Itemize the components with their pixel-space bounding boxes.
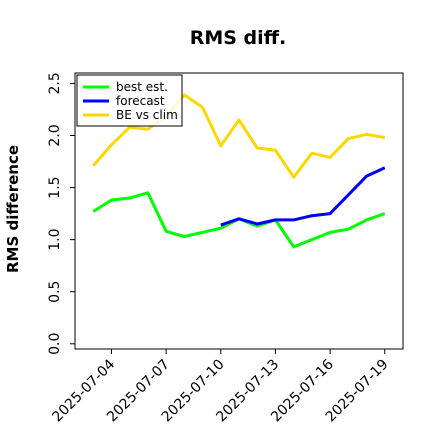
legend-label: best est. — [116, 80, 168, 94]
series-line-forecast — [220, 166, 386, 227]
x-axis: 2025-07-042025-07-072025-07-102025-07-13… — [49, 349, 392, 425]
y-axis: 0.0 0.5 1.0 1.5 2.0 2.5 — [47, 72, 75, 355]
y-tick-label: 1.5 — [47, 176, 63, 198]
chart-title: RMS diff. — [190, 27, 287, 49]
plot-area — [74, 72, 404, 350]
y-axis-label: RMS difference — [4, 145, 22, 273]
y-tick-label: 0.0 — [47, 333, 63, 355]
legend-label: BE vs clim — [116, 108, 178, 122]
y-tick-label: 0.5 — [47, 281, 63, 303]
y-tick-label: 1.0 — [47, 229, 63, 251]
legend-label: forecast — [116, 94, 165, 108]
series-lines — [92, 93, 386, 249]
y-tick-label: 2.0 — [47, 124, 63, 146]
series-line-be-vs-clim — [92, 93, 386, 179]
y-tick-label: 2.5 — [47, 72, 63, 94]
